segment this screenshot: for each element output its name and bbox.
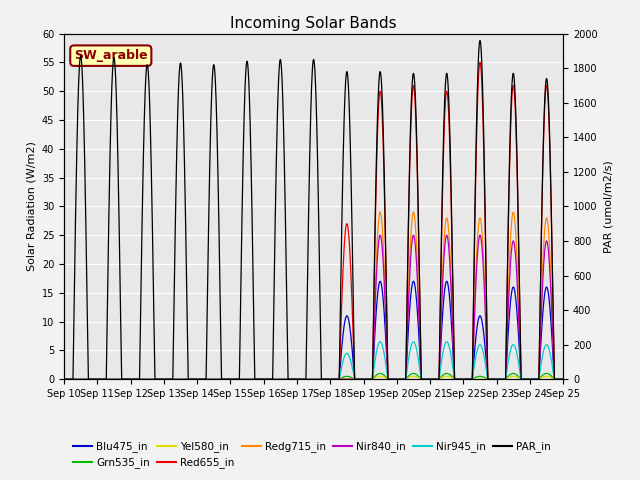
Text: SW_arable: SW_arable — [74, 49, 148, 62]
Legend: Blu475_in, Grn535_in, Yel580_in, Red655_in, Redg715_in, Nir840_in, Nir945_in, PA: Blu475_in, Grn535_in, Yel580_in, Red655_… — [69, 437, 555, 472]
Y-axis label: PAR (umol/m2/s): PAR (umol/m2/s) — [603, 160, 613, 253]
Title: Incoming Solar Bands: Incoming Solar Bands — [230, 16, 397, 31]
Y-axis label: Solar Radiation (W/m2): Solar Radiation (W/m2) — [26, 142, 36, 271]
